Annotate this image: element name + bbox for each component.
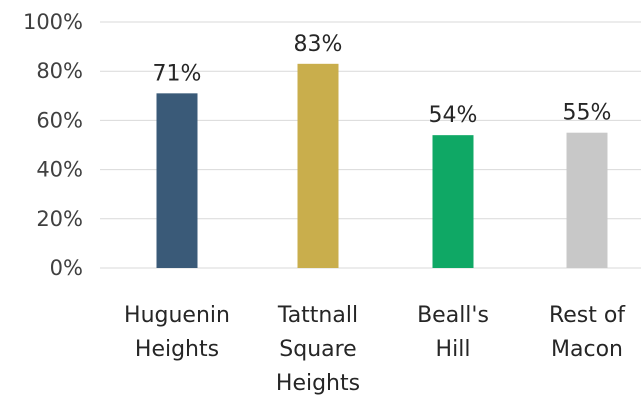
category-label-2: Tattnall Square Heights <box>276 303 360 396</box>
y-tick-label-60: 60% <box>36 108 83 132</box>
category-label-4: Rest of Macon <box>549 303 626 362</box>
data-label-2: 83% <box>294 32 343 57</box>
data-label-3: 54% <box>429 103 478 128</box>
y-tick-label-80: 80% <box>36 59 83 83</box>
bar-1 <box>156 93 198 268</box>
y-tick-label-100: 100% <box>23 10 83 34</box>
bar-2 <box>297 63 339 268</box>
category-label-line: Heights <box>276 371 360 396</box>
y-tick-label-20: 20% <box>36 207 83 231</box>
data-label-4: 55% <box>563 101 612 126</box>
data-labels: 71% 83% 54% 55% <box>153 32 612 128</box>
y-axis-tick-labels: 0% 20% 40% 60% 80% 100% <box>23 10 83 280</box>
category-label-3: Beall's Hill <box>417 303 489 362</box>
y-tick-label-40: 40% <box>36 158 83 182</box>
category-label-line: Tattnall <box>277 303 358 328</box>
bars <box>156 63 608 268</box>
category-label-line: Macon <box>551 337 623 362</box>
category-label-line: Huguenin <box>124 303 230 328</box>
data-label-1: 71% <box>153 61 202 86</box>
category-label-line: Rest of <box>549 303 626 328</box>
category-label-line: Beall's <box>417 303 489 328</box>
category-label-line: Square <box>279 337 356 362</box>
y-tick-label-0: 0% <box>50 256 83 280</box>
category-label-1: Huguenin Heights <box>124 303 230 362</box>
bar-3 <box>432 135 474 268</box>
x-axis-category-labels: Huguenin Heights Tattnall Square Heights Beal… <box>124 303 626 396</box>
category-label-line: Hill <box>436 337 471 362</box>
category-label-line: Heights <box>135 337 219 362</box>
bar-4 <box>566 132 608 268</box>
